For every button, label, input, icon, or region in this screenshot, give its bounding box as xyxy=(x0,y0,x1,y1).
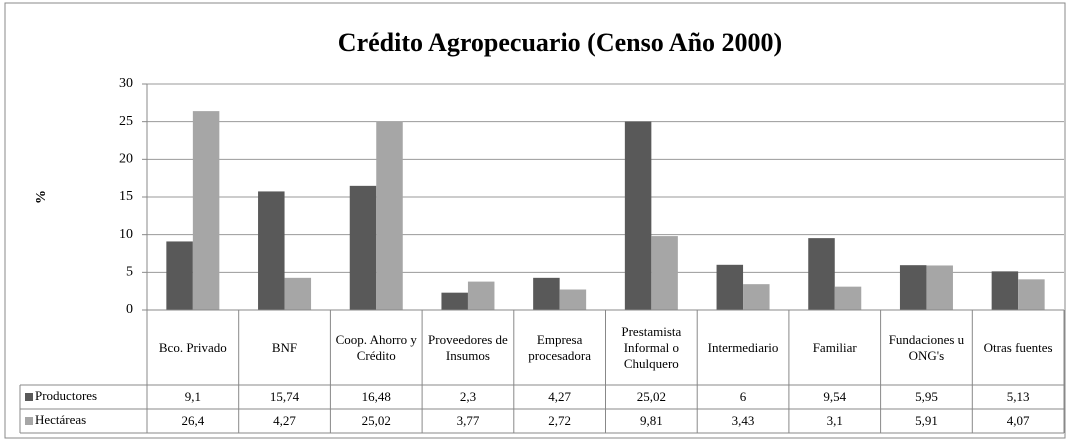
bar xyxy=(808,238,835,310)
x-tick-label: Otras fuentes xyxy=(983,340,1053,355)
y-tick-label: 15 xyxy=(119,189,133,204)
x-tick-label: Familiar xyxy=(812,340,857,355)
x-tick-label: Intermediario xyxy=(707,340,779,355)
table-value: 9,81 xyxy=(639,413,663,428)
bar xyxy=(743,284,770,310)
chart-border xyxy=(4,2,1066,439)
y-tick-label: 20 xyxy=(119,152,133,167)
bar xyxy=(651,236,678,310)
table-value: 4,07 xyxy=(1006,413,1030,428)
bar xyxy=(533,277,560,310)
table-value: 3,43 xyxy=(731,413,755,428)
chart-title: Crédito Agropecuario (Censo Año 2000) xyxy=(338,28,782,57)
table-value: 4,27 xyxy=(273,413,296,428)
x-tick-label: Fundaciones u ONG's xyxy=(888,332,965,363)
table-value: 15,74 xyxy=(269,389,300,404)
table-value: 25,02 xyxy=(361,413,391,428)
table-value: 3,77 xyxy=(456,413,480,428)
table-value: 4,27 xyxy=(548,389,572,404)
y-tick-label: 0 xyxy=(126,302,133,317)
x-tick-label: BNF xyxy=(271,340,298,355)
x-tick-label: Bco. Privado xyxy=(158,340,227,355)
bar xyxy=(559,289,587,310)
x-tick-label: Proveedores de Insumos xyxy=(428,332,508,363)
bar xyxy=(1018,279,1045,310)
y-tick-label: 30 xyxy=(119,76,133,91)
x-tick-label: Empresa procesadora xyxy=(528,332,592,363)
table-value: 2,3 xyxy=(459,389,477,404)
y-tick-label: 5 xyxy=(126,265,133,280)
bar xyxy=(716,264,744,310)
bar xyxy=(441,292,468,310)
bar xyxy=(467,281,495,310)
table-value: 2,72 xyxy=(548,413,572,428)
legend-label: Productores xyxy=(35,388,97,403)
table-value: 16,48 xyxy=(361,389,391,404)
bar xyxy=(899,265,927,310)
table-value: 26,4 xyxy=(181,413,205,428)
x-tick-label: Coop. Ahorro y Crédito xyxy=(335,332,417,363)
legend-swatch xyxy=(25,417,33,425)
table-value: 3,1 xyxy=(826,413,843,428)
bar xyxy=(258,191,285,310)
y-axis-label: % xyxy=(34,190,49,204)
x-tick-label: Prestamista Informal o Chulquero xyxy=(621,324,682,371)
bar xyxy=(624,121,652,311)
table-value: 9,1 xyxy=(184,389,201,404)
table-value: 5,13 xyxy=(1006,389,1030,404)
bar xyxy=(166,241,193,310)
legend-swatch xyxy=(25,393,33,401)
table-value: 6 xyxy=(739,389,747,404)
bar xyxy=(284,277,312,310)
y-tick-label: 10 xyxy=(119,227,133,242)
legend-label: Hectáreas xyxy=(35,412,86,427)
table-value: 5,91 xyxy=(915,413,938,428)
bar xyxy=(192,111,220,311)
bar xyxy=(926,265,953,310)
bar xyxy=(349,185,377,310)
y-tick-label: 25 xyxy=(119,114,133,129)
bar xyxy=(991,271,1019,310)
bar xyxy=(834,286,862,310)
table-value: 9,54 xyxy=(823,389,847,404)
table-value: 25,02 xyxy=(636,389,666,404)
table-value: 5,95 xyxy=(915,389,938,404)
bar xyxy=(376,121,403,311)
